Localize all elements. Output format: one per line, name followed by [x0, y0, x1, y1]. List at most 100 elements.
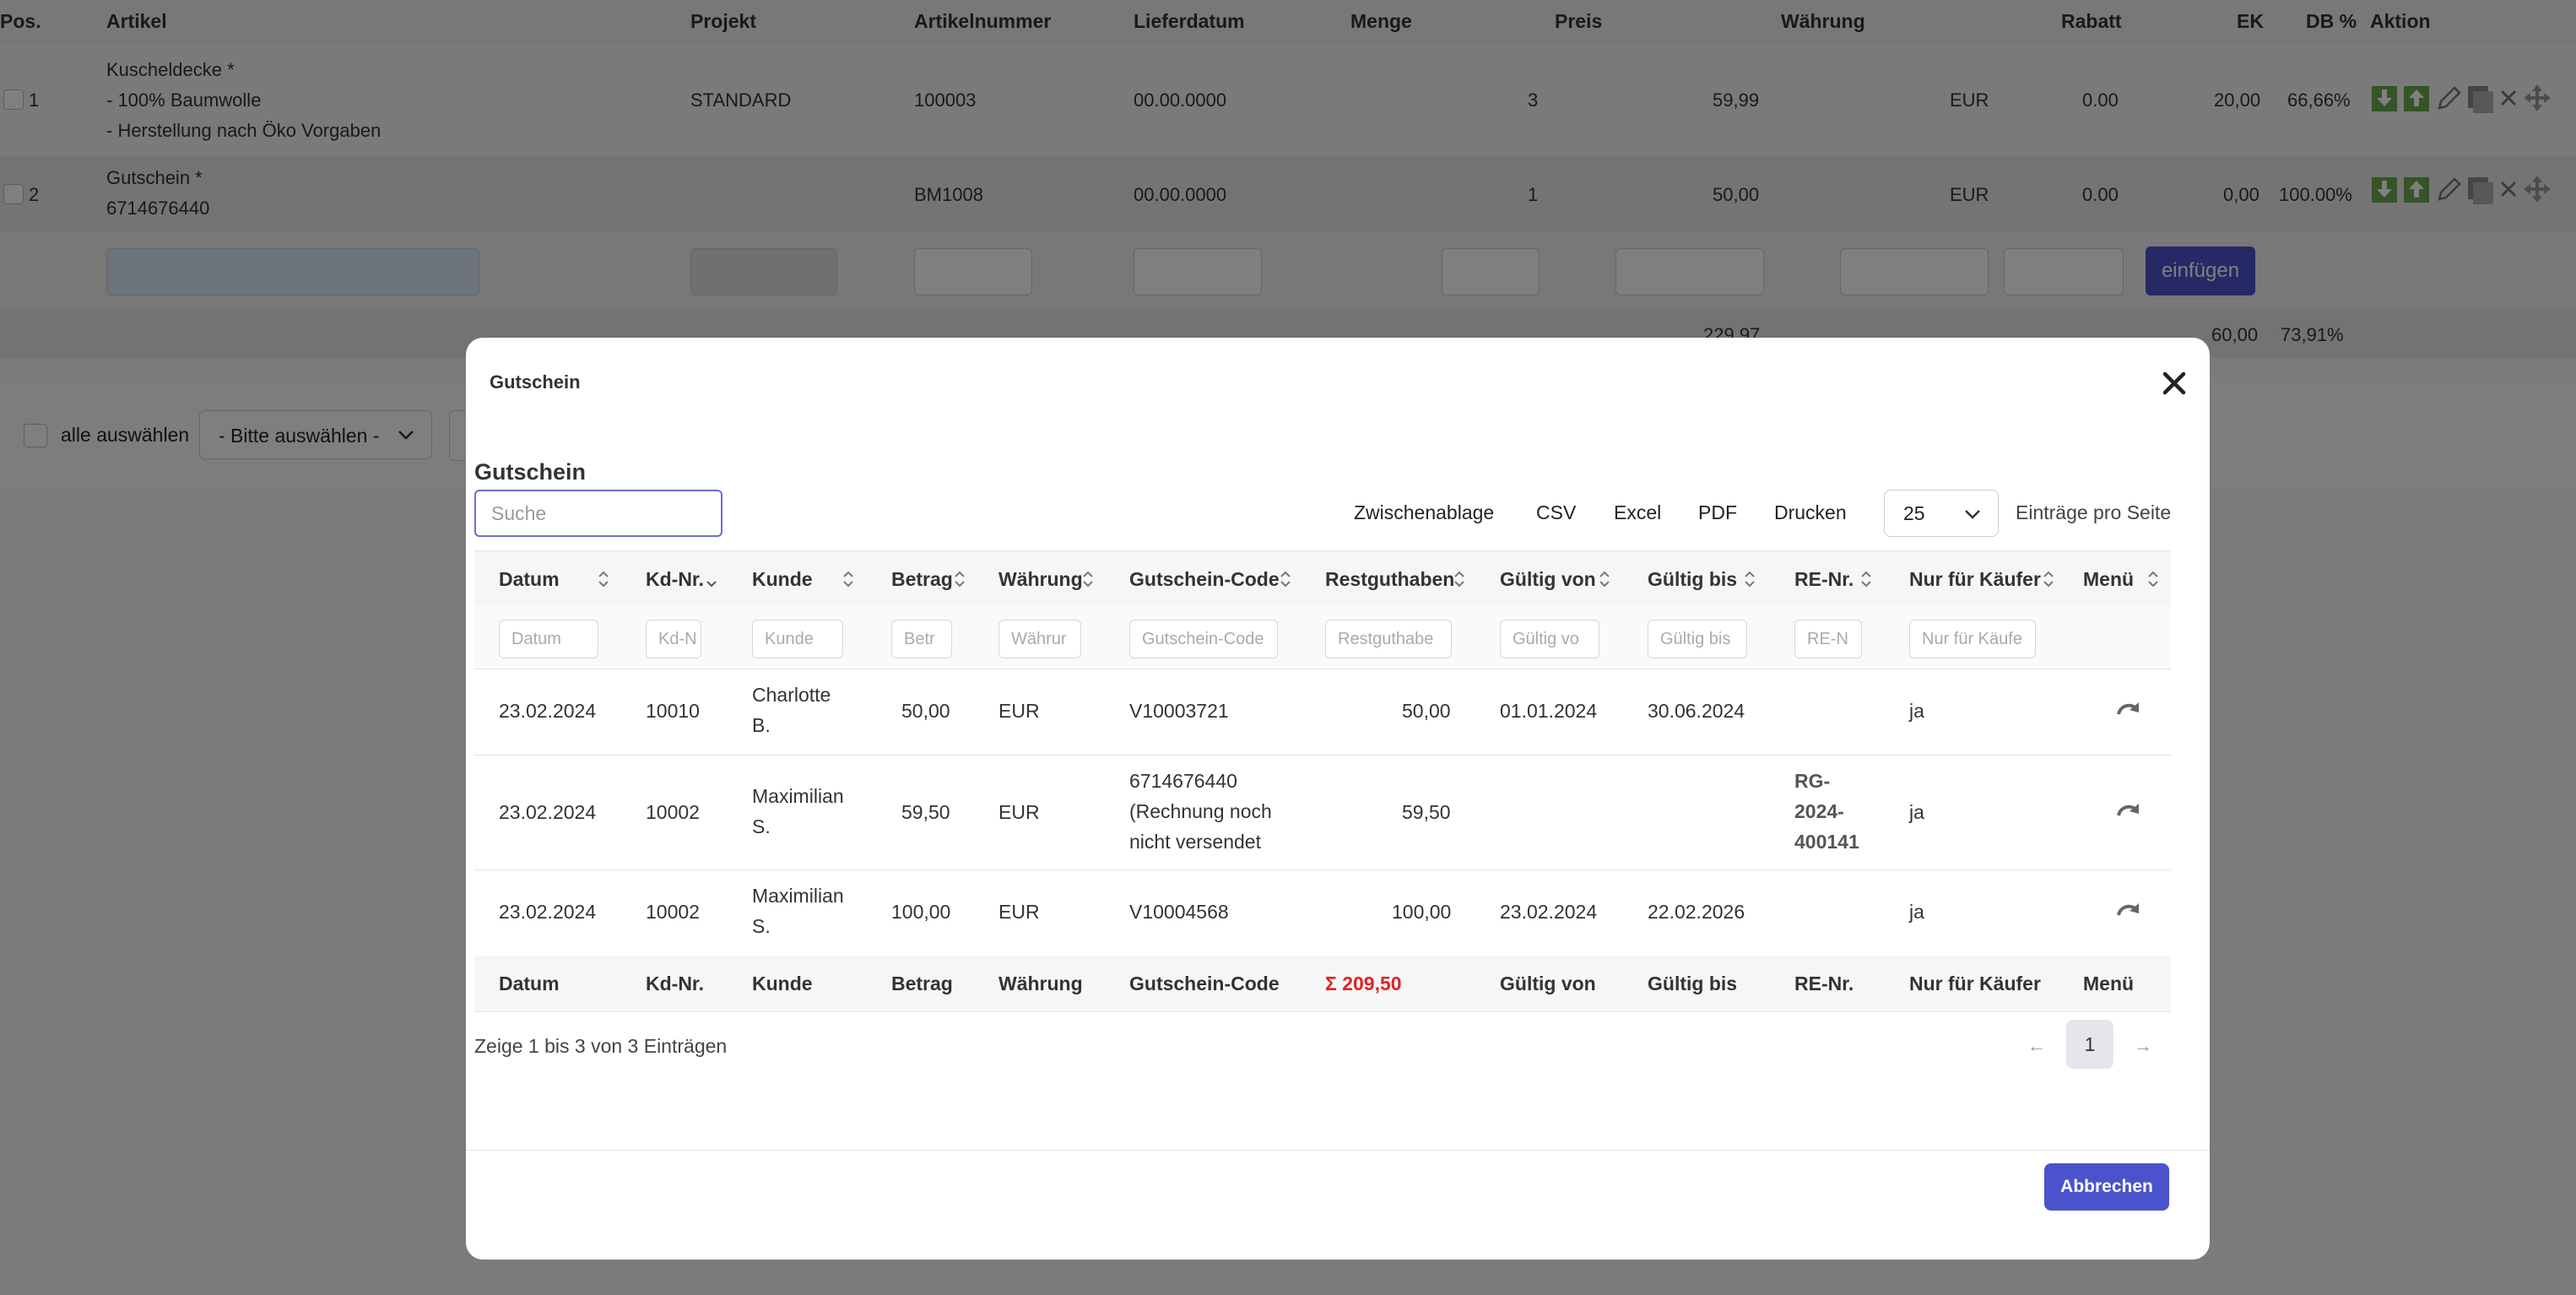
sort-icon[interactable] — [842, 570, 854, 588]
cell-gueltig-von: 23.02.2024 — [1500, 901, 1598, 923]
th-nur-fuer-kaeufer[interactable]: Nur für Käufer — [1909, 568, 2041, 590]
pagination-page[interactable]: 1 — [2066, 1020, 2113, 1069]
cell-kunde-line1: Charlotte — [752, 684, 831, 706]
cell-re-nr-line2[interactable]: 2024- — [1794, 800, 1844, 822]
cell-kdnr: 10002 — [646, 801, 700, 823]
cell-kunde-line2: B. — [752, 714, 771, 736]
filter-re-nr[interactable]: RE-N — [1794, 620, 1862, 658]
table-row: 23.02.2024 10002 Maximilian S. 59,50 EUR… — [474, 755, 2171, 870]
redo-icon[interactable] — [2115, 797, 2142, 824]
tf-nur-fuer-kaeufer: Nur für Käufer — [1909, 973, 2041, 994]
filter-gueltig-von[interactable]: Gültig vo — [1500, 620, 1599, 658]
cell-kunde-line2: S. — [752, 815, 771, 837]
cancel-button[interactable]: Abbrechen — [2044, 1163, 2169, 1211]
th-menue: Menü — [2083, 568, 2135, 590]
tf-kunde: Kunde — [752, 973, 813, 994]
tf-re-nr: RE-Nr. — [1794, 973, 1854, 994]
th-gutschein-code[interactable]: Gutschein-Code — [1129, 568, 1280, 590]
sort-icon[interactable] — [1860, 570, 1872, 588]
th-kdnr[interactable]: Kd-Nr. — [646, 568, 704, 590]
tf-datum: Datum — [499, 973, 560, 994]
cell-restguthaben: 50,00 — [1402, 700, 1451, 722]
sort-icon[interactable] — [1744, 570, 1756, 588]
filter-kdnr[interactable]: Kd-N — [646, 620, 701, 658]
filter-kunde[interactable]: Kunde — [752, 620, 843, 658]
cell-restguthaben: 59,50 — [1402, 801, 1451, 823]
cell-re-nr-line1[interactable]: RG- — [1794, 770, 1831, 792]
th-restguthaben[interactable]: Restguthaben — [1325, 568, 1455, 590]
cell-datum: 23.02.2024 — [499, 801, 597, 823]
cell-re-nr-line3[interactable]: 400141 — [1794, 831, 1859, 853]
th-gueltig-bis[interactable]: Gültig bis — [1648, 568, 1738, 590]
tf-betrag: Betrag — [891, 973, 953, 994]
filter-nur-fuer-kaeufer[interactable]: Nur für Käufe — [1909, 620, 2036, 658]
cell-gueltig-bis: 30.06.2024 — [1648, 700, 1745, 722]
table-row: 23.02.2024 10010 Charlotte B. 50,00 EUR … — [474, 669, 2171, 756]
th-waehrung[interactable]: Währung — [998, 568, 1083, 590]
cell-kdnr: 10002 — [646, 901, 700, 923]
filter-betrag[interactable]: Betr — [891, 620, 952, 658]
cell-kunde-line2: S. — [752, 915, 771, 937]
pagination-prev[interactable]: ← — [2027, 1035, 2046, 1056]
cell-gutschein-code-line2: (Rechnung noch — [1129, 800, 1272, 822]
th-datum[interactable]: Datum — [499, 568, 560, 590]
gutschein-modal: Gutschein Gutschein Suche Zwischenablage… — [466, 338, 2210, 1260]
sort-icon[interactable] — [2043, 570, 2054, 588]
sort-icon[interactable] — [954, 570, 966, 588]
search-placeholder: Suche — [491, 502, 547, 524]
cell-gueltig-bis: 22.02.2026 — [1648, 901, 1745, 923]
sort-icon[interactable] — [1082, 570, 1094, 588]
print-button[interactable]: Drucken — [1774, 501, 1847, 523]
voucher-table-header: Datum Kd-Nr. Kunde Betrag Währung Gutsch… — [474, 550, 2171, 608]
cell-datum: 23.02.2024 — [499, 901, 597, 923]
th-re-nr[interactable]: RE-Nr. — [1794, 568, 1854, 590]
filter-gutschein-code[interactable]: Gutschein-Code — [1129, 620, 1278, 658]
tf-gueltig-bis: Gültig bis — [1648, 973, 1738, 994]
per-page-label: Einträge pro Seite — [2016, 501, 2172, 523]
search-input[interactable]: Suche — [474, 490, 722, 537]
export-csv-button[interactable]: CSV — [1536, 501, 1577, 523]
th-kunde[interactable]: Kunde — [752, 568, 813, 590]
sort-desc-icon[interactable] — [706, 570, 717, 588]
section-title: Gutschein — [474, 459, 587, 485]
th-gueltig-von[interactable]: Gültig von — [1500, 568, 1596, 590]
sort-icon[interactable] — [1280, 570, 1291, 588]
tf-waehrung: Währung — [998, 973, 1083, 994]
tf-restguthaben-sum: Σ 209,50 — [1325, 973, 1402, 994]
tf-gutschein-code: Gutschein-Code — [1129, 973, 1280, 994]
filter-waehrung[interactable]: Währur — [998, 620, 1081, 658]
cell-betrag: 100,00 — [891, 901, 951, 923]
page-size-value: 25 — [1903, 502, 1925, 524]
cell-kunde-line1: Maximilian — [752, 785, 844, 807]
tf-menue: Menü — [2083, 973, 2135, 994]
table-info: Zeige 1 bis 3 von 3 Einträgen — [474, 1035, 728, 1057]
cell-gutschein-code-line3: nicht versendet — [1129, 831, 1261, 853]
close-icon[interactable] — [2157, 366, 2191, 400]
sort-icon[interactable] — [1453, 570, 1465, 588]
filter-restguthaben[interactable]: Restguthabe — [1325, 620, 1452, 658]
sort-icon[interactable] — [598, 570, 609, 588]
th-betrag[interactable]: Betrag — [891, 568, 953, 590]
export-excel-button[interactable]: Excel — [1614, 501, 1662, 523]
pagination-next[interactable]: → — [2134, 1035, 2152, 1056]
cell-waehrung: EUR — [998, 801, 1040, 823]
cell-gueltig-von: 01.01.2024 — [1500, 700, 1598, 722]
voucher-filter-row: Datum Kd-N Kunde Betr Währur Gutschein-C… — [474, 606, 2171, 669]
modal-footer-divider — [466, 1150, 2210, 1151]
cell-betrag: 50,00 — [901, 700, 950, 722]
cell-restguthaben: 100,00 — [1392, 901, 1452, 923]
export-clipboard-button[interactable]: Zwischenablage — [1354, 501, 1495, 523]
redo-icon[interactable] — [2115, 696, 2142, 723]
cell-nur-fuer-kaeufer: ja — [1909, 700, 1924, 722]
sort-icon[interactable] — [2147, 570, 2159, 588]
export-pdf-button[interactable]: PDF — [1698, 501, 1737, 523]
cell-gutschein-code-line1: 6714676440 — [1129, 770, 1237, 792]
redo-icon[interactable] — [2115, 897, 2142, 924]
tf-gueltig-von: Gültig von — [1500, 973, 1596, 994]
cell-nur-fuer-kaeufer: ja — [1909, 901, 1924, 923]
filter-gueltig-bis[interactable]: Gültig bis — [1648, 620, 1747, 658]
page-size-select[interactable]: 25 — [1884, 490, 1999, 537]
filter-datum[interactable]: Datum — [499, 620, 598, 658]
sort-icon[interactable] — [1599, 570, 1610, 588]
cell-kunde-line1: Maximilian — [752, 885, 844, 907]
